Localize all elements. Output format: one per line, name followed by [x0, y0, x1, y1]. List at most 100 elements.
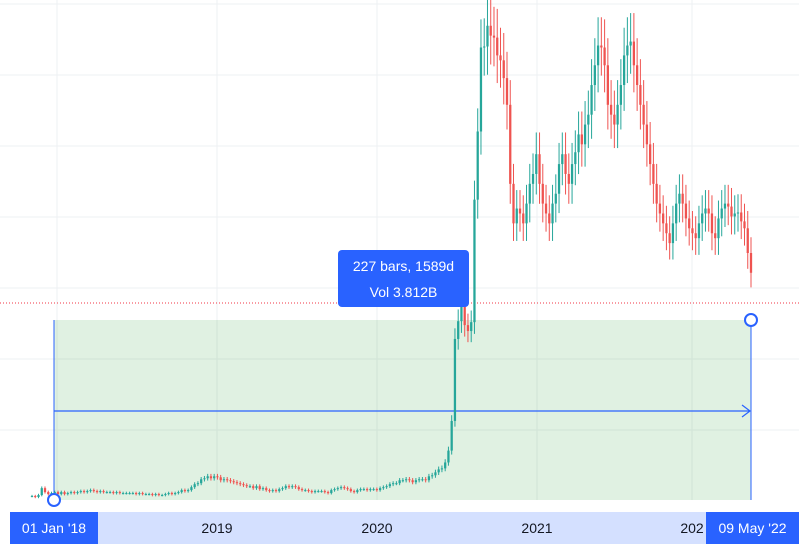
candle-body: [486, 25, 489, 47]
candle-body: [255, 486, 258, 489]
candle-body: [564, 154, 567, 174]
candle-body: [206, 476, 209, 479]
candle-body: [349, 489, 352, 492]
candle-body: [496, 37, 499, 56]
candle-body: [655, 183, 658, 204]
candle-body: [717, 218, 720, 239]
candle-body: [40, 488, 43, 496]
candle-body: [34, 496, 37, 498]
x-tick-label: 2021: [521, 520, 553, 536]
candle-body: [134, 493, 138, 495]
candle-body: [398, 480, 401, 484]
candle-body: [583, 124, 587, 145]
candle-body: [265, 488, 268, 491]
candle-body: [411, 480, 414, 483]
candle-body: [287, 486, 291, 488]
candle-body: [115, 492, 118, 494]
candle-body: [82, 491, 86, 493]
candle-body: [369, 489, 372, 491]
candle-body: [554, 193, 557, 204]
candle-body: [613, 114, 616, 125]
candle-body: [714, 233, 717, 239]
candle-body: [535, 154, 538, 174]
candle-body: [570, 164, 574, 184]
candle-body: [688, 218, 691, 229]
candle-body: [219, 477, 222, 481]
candle-body: [222, 479, 226, 481]
candle-body: [424, 479, 427, 481]
candle-body: [239, 483, 242, 485]
candle-body: [675, 203, 678, 224]
x-tick-label: 2019: [201, 520, 233, 536]
candle-body: [229, 480, 232, 482]
candles: [30, 0, 753, 499]
candle-body: [281, 488, 284, 490]
candle-body: [216, 476, 219, 478]
candle-body: [339, 487, 343, 489]
measure-start-handle[interactable]: [47, 493, 61, 507]
x-tick-label: 2020: [361, 520, 393, 536]
candle-body: [180, 490, 183, 493]
candle-body: [512, 183, 515, 224]
candle-body: [362, 489, 365, 491]
candle-body: [89, 490, 92, 492]
candle-body: [141, 493, 144, 495]
candle-body: [668, 233, 671, 244]
candle-body: [310, 491, 313, 493]
candle-body: [300, 489, 304, 491]
candle-body: [587, 114, 590, 125]
measure-end-handle[interactable]: [744, 313, 758, 327]
candle-body: [37, 495, 40, 498]
candle-body: [450, 420, 453, 451]
candle-body: [183, 490, 187, 492]
candle-body: [414, 480, 418, 483]
candle-body: [372, 489, 375, 491]
candle-body: [343, 487, 346, 489]
start-date-tag: 01 Jan '18: [10, 512, 98, 544]
candle-body: [590, 85, 593, 115]
measure-arrowhead: [741, 404, 751, 418]
candle-body: [330, 490, 333, 494]
candle-body: [313, 491, 317, 493]
candle-body: [164, 494, 167, 496]
candle-body: [551, 203, 554, 224]
candle-body: [187, 490, 190, 492]
candle-body: [258, 486, 261, 490]
candle-body: [701, 213, 704, 224]
measure-tooltip: 227 bars, 1589d Vol 3.812B: [338, 250, 469, 307]
candle-body: [174, 493, 177, 495]
candle-body: [128, 493, 131, 495]
candle-body: [190, 487, 193, 491]
candle-body: [720, 208, 723, 219]
candle-body: [248, 486, 252, 488]
candle-body: [538, 154, 541, 184]
candle-body: [320, 491, 323, 493]
candle-body: [609, 104, 613, 115]
candle-body: [95, 491, 99, 493]
candle-body: [639, 85, 642, 105]
candle-body: [86, 491, 89, 493]
candle-body: [645, 124, 649, 145]
candle-body: [160, 495, 164, 497]
candle-body: [710, 213, 714, 234]
candle-body: [388, 484, 392, 487]
candle-body: [479, 47, 483, 132]
candle-body: [671, 223, 675, 244]
candle-body: [473, 199, 476, 323]
bars-label: 227 bars, 1589d: [352, 258, 455, 274]
candle-body: [102, 491, 105, 493]
candle-body: [131, 493, 134, 495]
candle-body: [177, 492, 180, 494]
candle-body: [619, 85, 623, 105]
candle-body: [105, 492, 108, 494]
candle-body: [125, 493, 128, 495]
candle-body: [622, 55, 626, 86]
candle-body: [200, 479, 203, 484]
candle-body: [505, 78, 509, 105]
candle-body: [333, 489, 336, 491]
candle-body: [593, 65, 596, 86]
candle-body: [531, 173, 535, 184]
candle-body: [499, 55, 502, 61]
candle-body: [365, 489, 369, 491]
